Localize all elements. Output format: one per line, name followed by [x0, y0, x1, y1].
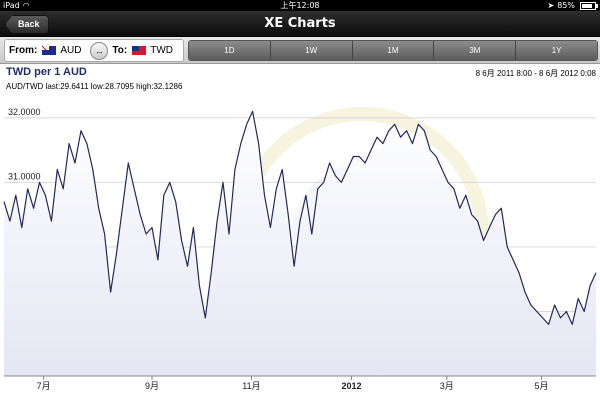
status-time: 上午12:08: [280, 1, 320, 10]
to-label: To:: [112, 45, 128, 56]
chart-title: TWD per 1 AUD: [6, 66, 87, 78]
currency-pair-selector[interactable]: From: AUD ↔ To: TWD: [4, 39, 184, 62]
series-line: [3, 110, 597, 325]
range-1w-button[interactable]: 1W: [269, 41, 352, 60]
x-tick-label: 11月: [242, 381, 260, 391]
chart-date-range: 8 6月 2011 8:00 - 8 6月 2012 0:08: [475, 69, 596, 78]
from-currency-code[interactable]: AUD: [60, 45, 82, 56]
x-tick-label: 7月: [37, 381, 51, 391]
location-icon: ➤: [547, 1, 555, 10]
range-1d-button[interactable]: 1D: [189, 41, 270, 60]
to-currency-code[interactable]: TWD: [150, 45, 173, 56]
x-tick-label: 3月: [440, 381, 454, 391]
exchange-rate-chart[interactable]: 28.000029.000030.000031.000032.00007月9月1…: [0, 64, 600, 400]
from-label: From:: [9, 45, 38, 56]
status-left: iPad ◠: [3, 0, 30, 11]
status-bar: iPad ◠ 上午12:08 ➤ 85%: [0, 0, 600, 11]
chart-panel: 28.000029.000030.000031.000032.00007月9月1…: [0, 64, 600, 400]
chart-stats: AUD/TWD last:29.6411 low:28.7095 high:32…: [6, 82, 183, 91]
status-right: ➤ 85%: [547, 0, 598, 11]
nav-bar: Back XE Charts: [0, 11, 600, 37]
swap-currencies-icon[interactable]: ↔: [90, 41, 109, 60]
y-tick-label: 32.0000: [8, 107, 41, 117]
x-tick-label: 9月: [145, 381, 159, 391]
australia-flag-icon: [42, 46, 57, 55]
controls-bar: From: AUD ↔ To: TWD 1D 1W 1M 3M 1Y: [0, 37, 600, 64]
range-3m-button[interactable]: 3M: [433, 41, 516, 60]
page-title: XE Charts: [264, 16, 336, 31]
taiwan-flag-icon: [132, 46, 147, 55]
series-area: [4, 111, 596, 377]
wifi-icon: ◠: [22, 1, 30, 10]
x-tick-label: 2012: [341, 381, 361, 391]
y-tick-label: 31.0000: [8, 171, 41, 181]
battery-icon: [580, 1, 598, 10]
battery-percent: 85%: [557, 1, 575, 10]
range-segmented-control: 1D 1W 1M 3M 1Y: [188, 40, 598, 61]
device-name: iPad: [3, 1, 20, 10]
back-button[interactable]: Back: [5, 15, 49, 34]
x-tick-label: 5月: [535, 381, 549, 391]
range-1m-button[interactable]: 1M: [351, 41, 434, 60]
range-1y-button[interactable]: 1Y: [515, 41, 597, 60]
